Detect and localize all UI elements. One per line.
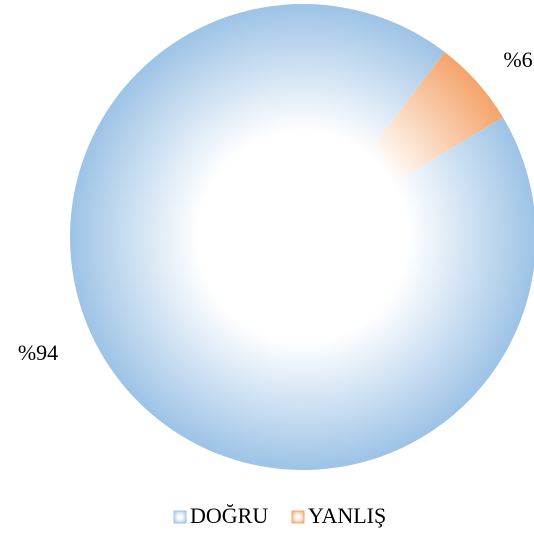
- data-label: %6: [503, 47, 532, 72]
- data-label: %94: [18, 340, 58, 365]
- pie-slice: [70, 4, 534, 470]
- legend-label: DOĞRU: [190, 503, 268, 528]
- legend-label: YANLIŞ: [308, 503, 386, 528]
- legend-swatch: [173, 510, 187, 524]
- legend-swatch: [291, 510, 305, 524]
- pie-slice: [303, 52, 503, 238]
